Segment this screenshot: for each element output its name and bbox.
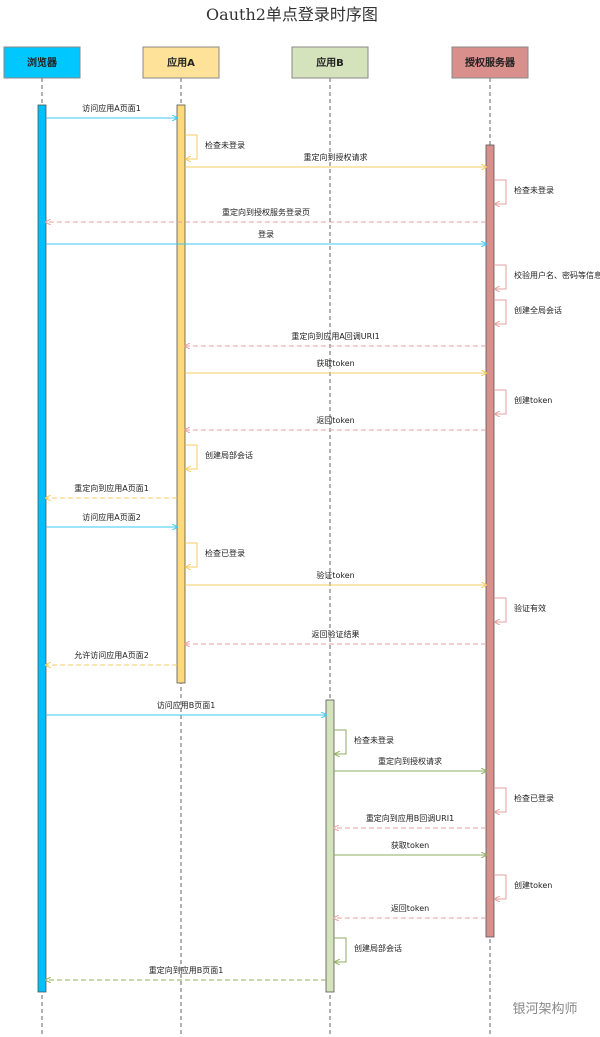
participant-label: 应用B	[316, 56, 344, 69]
participant-box	[3, 46, 81, 79]
message-label: 创建局部会话	[205, 450, 253, 460]
self-message	[494, 787, 507, 812]
message-label: 访问应用B页面1	[157, 700, 216, 710]
message-label: 创建全局会话	[514, 305, 562, 315]
participant-label: 浏览器	[27, 56, 58, 69]
watermark: 银河架构师	[512, 1002, 577, 1017]
message-label: 重定向到应用B页面1	[149, 965, 224, 975]
self-message	[494, 179, 507, 204]
message-label: 访问应用A页面2	[82, 512, 141, 522]
message-label: 创建局部会话	[354, 943, 402, 953]
self-message	[185, 542, 198, 567]
message-label: 获取token	[391, 840, 429, 850]
message-label: 获取token	[316, 358, 354, 368]
self-message	[334, 937, 347, 962]
activation-bar	[325, 699, 335, 993]
message-label: 检查未登录	[205, 140, 245, 150]
participant-box	[142, 46, 220, 79]
self-message	[185, 134, 198, 159]
self-message	[494, 874, 507, 899]
participant-box	[291, 46, 369, 79]
message-label: 登录	[258, 229, 274, 239]
message-label: 重定向到应用A回调URI1	[291, 331, 379, 341]
message-label: 允许访问应用A页面2	[74, 650, 149, 660]
self-message	[494, 389, 507, 414]
message-label: 返回token	[316, 416, 354, 425]
message-label: 验证token	[316, 570, 354, 580]
message-label: 重定向到授权服务登录页	[222, 207, 310, 217]
message-label: 访问应用A页面1	[82, 103, 141, 113]
message-label: 重定向到应用B回调URI1	[366, 813, 454, 823]
message-label: 重定向到授权请求	[304, 152, 368, 162]
message-label: 检查已登录	[205, 548, 245, 558]
title: Oauth2单点登录时序图	[206, 5, 378, 24]
participant-label: 应用A	[167, 56, 195, 69]
self-message	[494, 264, 507, 289]
participant-label: 授权服务器	[465, 56, 516, 69]
message-label: 创建token	[514, 880, 552, 890]
activation-bar	[37, 104, 47, 993]
message-label: 创建token	[514, 395, 552, 405]
message-label: 校验用户名、密码等信息	[514, 270, 600, 280]
activation-bar	[176, 104, 186, 684]
message-label: 验证有效	[514, 603, 546, 613]
participant-box	[451, 46, 529, 79]
message-label: 检查已登录	[514, 793, 554, 803]
message-label: 重定向到应用A页面1	[74, 483, 149, 493]
self-message	[494, 299, 507, 324]
self-message	[185, 444, 198, 469]
message-label: 重定向到授权请求	[378, 756, 442, 766]
message-label: 检查未登录	[514, 185, 554, 195]
self-message	[334, 729, 347, 754]
message-label: 返回验证结果	[312, 629, 360, 639]
message-label: 检查未登录	[354, 735, 394, 745]
activation-bar	[485, 144, 495, 938]
message-label: 返回token	[391, 904, 429, 913]
self-message	[494, 597, 507, 622]
